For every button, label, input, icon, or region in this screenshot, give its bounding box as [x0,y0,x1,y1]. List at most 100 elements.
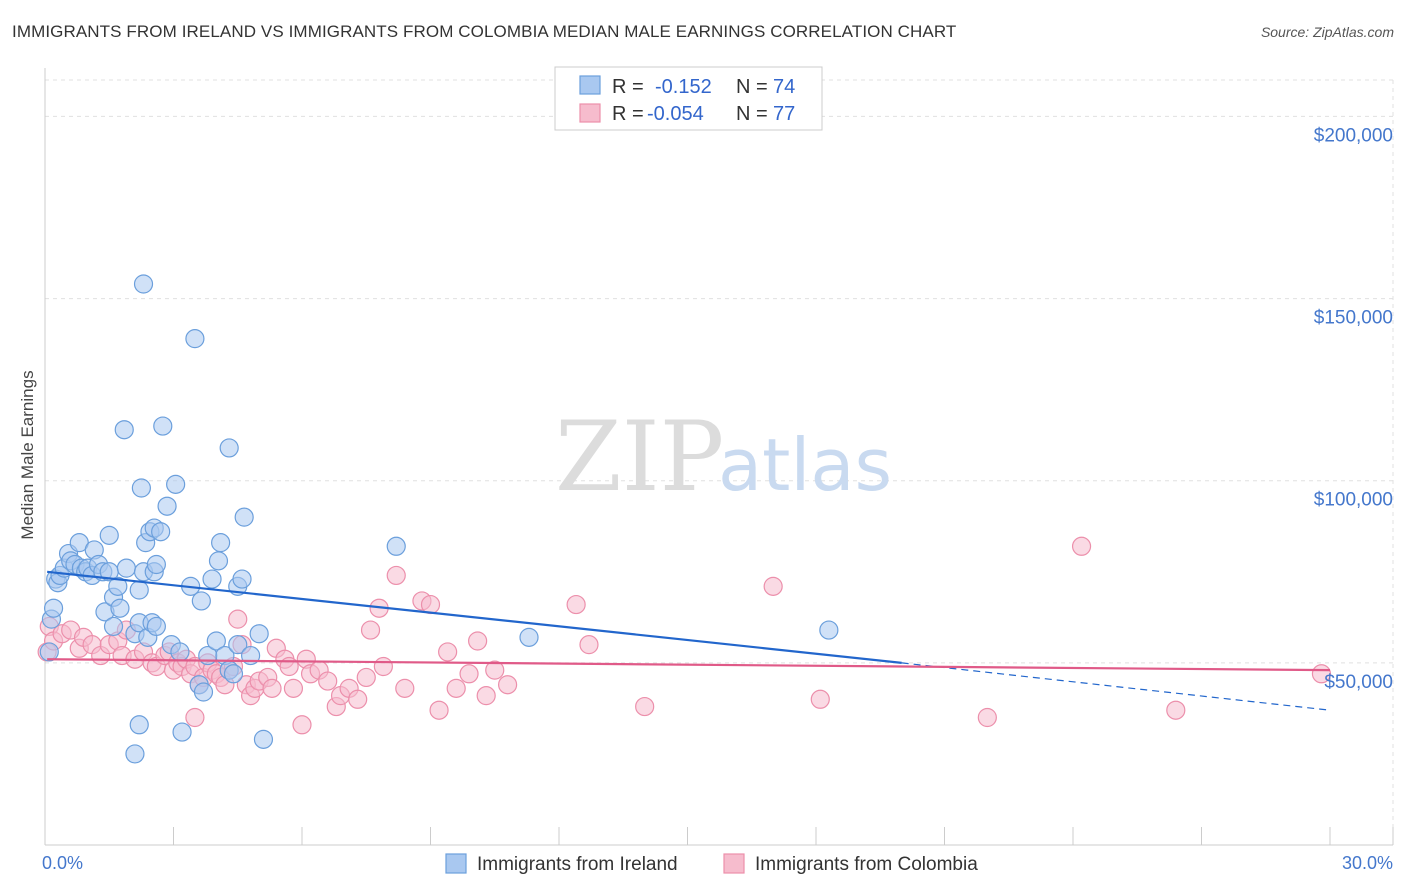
axes [44,68,1394,846]
watermark-zip: ZIP [555,401,724,513]
bottom-legend-colombia: Immigrants from Colombia [755,854,978,875]
bottom-legend-ireland: Immigrants from Ireland [477,854,678,875]
ireland-point [129,715,149,735]
ireland-point [519,627,539,647]
ireland-point [153,416,173,436]
y-axis-label: Median Male Earnings [18,370,37,539]
legend-r-value-ireland: -0.152 [655,76,712,98]
colombia-point [292,715,312,735]
colombia-point [228,609,248,629]
colombia-point [498,675,518,695]
x-tick-labels: 0.0% 30.0% [42,853,1393,873]
y-tick-label: $150,000 [1314,308,1393,329]
ireland-point [114,420,134,440]
ireland-point [133,274,154,294]
ireland-point [110,598,130,618]
colombia-point [468,631,488,651]
colombia-point [356,667,376,688]
colombia-point [977,707,997,728]
ireland-point [108,576,128,596]
x-tick-label: 0.0% [42,853,83,873]
colombia-point [429,700,449,720]
colombia-point [360,620,381,640]
colombia-point [1166,700,1186,720]
ireland-point [129,580,149,600]
ireland-points [39,274,839,764]
ireland-point [185,329,205,349]
ireland-point [146,616,166,637]
y-tick-label: $50,000 [1324,672,1393,693]
legend-n-label-colombia: N = [736,103,768,125]
colombia-point [185,707,205,728]
legend-r-label-colombia: R = [612,103,644,125]
ireland-point [157,496,177,516]
colombia-point [438,642,458,662]
ireland-point [819,620,839,640]
ireland-point [172,722,192,742]
ireland-point [103,616,124,637]
legend-swatch-colombia [579,103,601,123]
ireland-point [166,474,186,494]
watermark-atlas: atlas [718,423,892,507]
ireland-point [206,631,226,651]
ireland-point [191,591,211,611]
ireland-point [202,569,222,589]
colombia-point [395,678,415,698]
colombia-point [459,664,479,684]
colombia-point [348,689,368,709]
ireland-point [211,533,231,553]
ireland-point [146,554,166,575]
ireland-trend-line [47,570,902,664]
colombia-point [318,671,338,691]
ireland-point [131,478,151,498]
bottom-legend-swatch-ireland [445,853,467,874]
ireland-point [116,558,136,578]
series-legend: Immigrants from Ireland Immigrants from … [445,853,978,875]
watermark: ZIP atlas [555,401,892,513]
colombia-point [262,678,282,698]
ireland-point [234,507,254,527]
colombia-trend-line [47,658,1331,672]
correlation-legend: R = -0.152 N = 74 R = -0.054 N = 77 [554,66,823,131]
trend-lines [47,570,1331,711]
colombia-points [37,536,1332,735]
legend-r-value-colombia: -0.054 [647,103,704,125]
colombia-point [386,565,406,586]
ireland-point [43,598,64,618]
x-tick-label: 30.0% [1342,853,1393,873]
colombia-point [1071,536,1092,556]
bottom-legend-swatch-colombia [723,853,745,874]
y-tick-label: $200,000 [1314,125,1393,146]
ireland-point [39,642,59,662]
ireland-point [219,438,239,458]
ireland-point [223,664,244,684]
colombia-point [635,696,655,717]
ireland-point [228,635,248,655]
y-tick-labels: $50,000 $100,000 $150,000 $200,000 [1314,125,1393,692]
ireland-point [253,729,274,749]
y-tick-label: $100,000 [1314,490,1393,511]
colombia-point [763,576,783,596]
ireland-point [193,682,214,702]
colombia-point [566,594,586,615]
legend-swatch-ireland [579,75,601,95]
ireland-point [170,642,190,662]
colombia-point [579,635,599,655]
colombia-point [810,689,830,709]
ireland-point [125,744,145,764]
ireland-point [386,536,406,556]
source-label: Source: ZipAtlas.com [1260,24,1394,40]
colombia-point [485,660,505,680]
legend-r-label-ireland: R = [612,76,644,98]
colombia-point [446,678,466,698]
legend-n-value-colombia: 77 [773,103,795,125]
ireland-point [99,525,119,545]
colombia-point [476,686,496,706]
ireland-point [249,624,269,644]
ireland-point [232,569,252,589]
chart-title: IMMIGRANTS FROM IRELAND VS IMMIGRANTS FR… [12,22,957,41]
colombia-point [283,678,304,698]
ireland-point [151,522,171,542]
colombia-point [373,656,393,677]
